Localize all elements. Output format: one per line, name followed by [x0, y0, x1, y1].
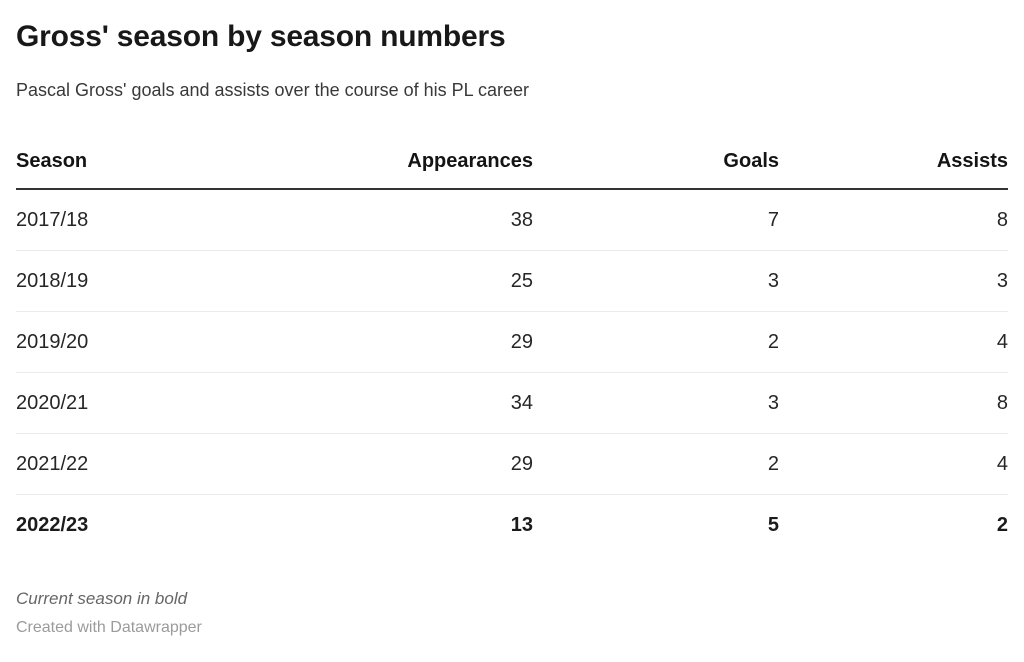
assists-cell: 8	[779, 372, 1008, 434]
column-header-appearances: Appearances	[236, 148, 533, 190]
appearances-cell: 38	[236, 189, 533, 251]
season-cell: 2022/23	[16, 514, 89, 536]
table-row: 2017/18 38 7 8	[16, 189, 1008, 251]
season-cell: 2017/18	[16, 189, 236, 251]
assists-cell: 4	[779, 433, 1008, 495]
appearances-cell: 13	[510, 514, 533, 536]
appearances-cell: 25	[236, 250, 533, 312]
page-title: Gross' season by season numbers	[16, 20, 506, 53]
table-header-row: Season Appearances Goals Assists	[16, 148, 1008, 190]
goals-cell: 7	[533, 189, 779, 251]
table-row: 2019/20 29 2 4	[16, 311, 1008, 373]
column-header-season: Season	[16, 148, 236, 190]
goals-cell: 2	[533, 433, 779, 495]
appearances-cell: 29	[236, 433, 533, 495]
table-row: 2020/21 34 3 8	[16, 372, 1008, 434]
season-cell: 2019/20	[16, 311, 236, 373]
assists-cell: 2	[996, 514, 1008, 536]
season-cell: 2020/21	[16, 372, 236, 434]
assists-cell: 8	[779, 189, 1008, 251]
table-row-current-season: 2022/23 13 5 2	[16, 495, 1008, 556]
goals-cell: 5	[767, 514, 779, 536]
table-row: 2018/19 25 3 3	[16, 250, 1008, 312]
column-header-goals: Goals	[533, 148, 779, 190]
page-subtitle: Pascal Gross' goals and assists over the…	[16, 80, 530, 100]
goals-cell: 2	[533, 311, 779, 373]
datawrapper-attribution-link[interactable]: Created with Datawrapper	[16, 619, 202, 636]
footnote-current-season: Current season in bold	[16, 589, 188, 608]
goals-cell: 3	[533, 250, 779, 312]
table-row: 2021/22 29 2 4	[16, 433, 1008, 495]
assists-cell: 4	[779, 311, 1008, 373]
column-header-assists: Assists	[779, 148, 1008, 190]
assists-cell: 3	[779, 250, 1008, 312]
goals-cell: 3	[533, 372, 779, 434]
appearances-cell: 29	[236, 311, 533, 373]
season-cell: 2021/22	[16, 433, 236, 495]
season-cell: 2018/19	[16, 250, 236, 312]
appearances-cell: 34	[236, 372, 533, 434]
season-stats-table: Season Appearances Goals Assists 2017/18…	[16, 148, 1008, 555]
